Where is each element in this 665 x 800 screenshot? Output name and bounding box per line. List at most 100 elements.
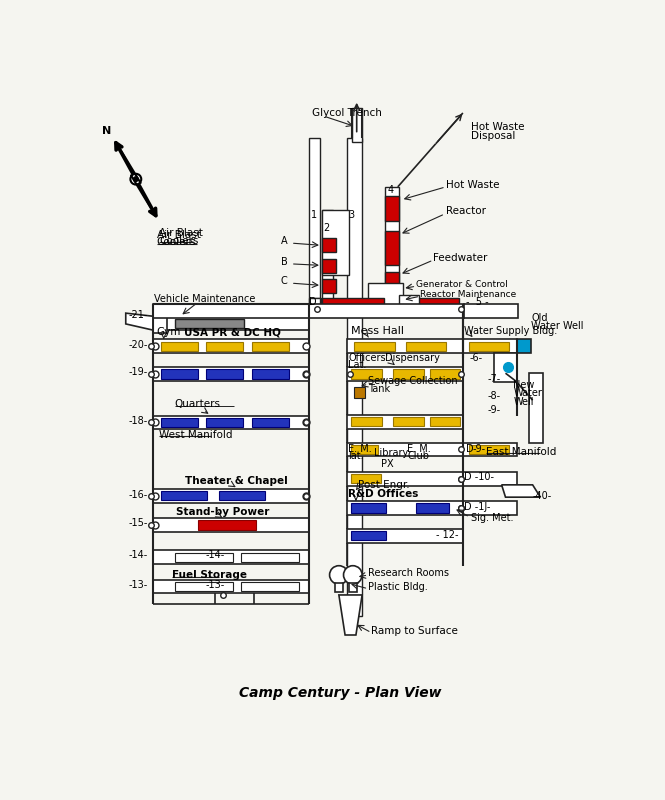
- Bar: [386, 271, 399, 296]
- Text: D -10-: D -10-: [464, 472, 494, 482]
- Bar: [463, 501, 517, 515]
- Bar: [430, 417, 460, 426]
- Text: Sewage Collection: Sewage Collection: [368, 376, 458, 386]
- Text: Mess Hall: Mess Hall: [351, 326, 404, 336]
- Bar: [517, 339, 531, 353]
- Text: Vehicle Maintenance: Vehicle Maintenance: [154, 294, 256, 303]
- Text: E. M.: E. M.: [348, 444, 372, 454]
- Bar: [322, 259, 336, 273]
- Text: -19-: -19-: [128, 367, 148, 378]
- Text: -20-: -20-: [128, 340, 148, 350]
- Text: Water Well: Water Well: [531, 322, 584, 331]
- Bar: [346, 472, 463, 486]
- Text: West Manifold: West Manifold: [159, 430, 233, 440]
- Circle shape: [344, 566, 362, 584]
- Text: Air Blast: Air Blast: [157, 230, 201, 240]
- Polygon shape: [126, 313, 153, 330]
- Text: -15-: -15-: [128, 518, 148, 528]
- Bar: [351, 531, 386, 540]
- Bar: [153, 415, 309, 430]
- Bar: [161, 491, 207, 500]
- Text: Hot Waste: Hot Waste: [471, 122, 524, 132]
- Bar: [351, 417, 382, 426]
- Bar: [494, 353, 517, 382]
- Bar: [393, 417, 424, 426]
- Bar: [153, 550, 309, 564]
- Text: Old: Old: [531, 313, 547, 322]
- Text: Disposal: Disposal: [471, 131, 515, 141]
- Text: Sig. Met.: Sig. Met.: [471, 513, 513, 523]
- Bar: [153, 316, 309, 330]
- Text: Coolers: Coolers: [157, 238, 196, 247]
- Bar: [322, 210, 349, 275]
- Bar: [351, 370, 382, 378]
- Bar: [346, 339, 463, 353]
- Bar: [368, 283, 403, 305]
- Bar: [416, 298, 459, 310]
- Text: PX: PX: [382, 459, 394, 469]
- Text: -9-: -9-: [487, 405, 501, 415]
- Bar: [346, 367, 463, 381]
- Text: -7-: -7-: [487, 374, 501, 384]
- Text: - 12-: - 12-: [436, 530, 458, 540]
- Text: R&D Offices: R&D Offices: [348, 489, 418, 499]
- Text: -40-: -40-: [533, 491, 552, 502]
- Text: -21-: -21-: [128, 310, 148, 321]
- Bar: [153, 518, 309, 532]
- Bar: [430, 370, 460, 378]
- Bar: [346, 442, 463, 456]
- Text: Ramp to Surface: Ramp to Surface: [372, 626, 458, 636]
- Bar: [463, 472, 517, 486]
- Bar: [351, 503, 386, 513]
- Bar: [241, 553, 299, 562]
- Text: Generator & Control: Generator & Control: [416, 280, 508, 289]
- Text: -  5 -: - 5 -: [466, 298, 489, 307]
- Bar: [312, 298, 321, 310]
- Text: -14-: -14-: [128, 550, 148, 560]
- Text: D: D: [309, 298, 317, 307]
- Text: 3: 3: [348, 210, 354, 220]
- Bar: [322, 210, 332, 310]
- Circle shape: [330, 566, 348, 584]
- Bar: [351, 445, 378, 454]
- Bar: [309, 298, 319, 310]
- Text: -13-: -13-: [205, 580, 225, 590]
- Text: Gym: Gym: [156, 327, 180, 338]
- Text: Plastic Bldg.: Plastic Bldg.: [368, 582, 428, 592]
- Text: -6-: -6-: [469, 353, 482, 363]
- Text: Camp Century - Plan View: Camp Century - Plan View: [239, 686, 442, 700]
- Bar: [406, 342, 446, 351]
- Bar: [354, 387, 365, 398]
- Bar: [309, 304, 464, 318]
- Text: N: N: [102, 126, 111, 137]
- Bar: [161, 342, 198, 351]
- Bar: [205, 342, 243, 351]
- Bar: [153, 489, 309, 502]
- Text: lat.: lat.: [348, 451, 364, 462]
- Bar: [153, 367, 309, 381]
- Text: -8-: -8-: [487, 391, 501, 402]
- Text: 4: 4: [388, 185, 394, 195]
- Bar: [252, 370, 289, 378]
- Text: New: New: [513, 380, 535, 390]
- Bar: [351, 474, 381, 483]
- Text: Lat.: Lat.: [348, 361, 366, 370]
- Text: D -1J-: D -1J-: [464, 502, 491, 512]
- Text: -14-: -14-: [205, 550, 225, 560]
- Text: C: C: [281, 276, 287, 286]
- Bar: [241, 582, 299, 591]
- Bar: [175, 553, 233, 562]
- Polygon shape: [339, 595, 362, 635]
- Bar: [322, 238, 336, 252]
- Text: -9-: -9-: [472, 444, 485, 454]
- Bar: [349, 582, 356, 592]
- Text: -16-: -16-: [128, 490, 148, 500]
- Text: -13-: -13-: [128, 580, 148, 590]
- Bar: [529, 373, 543, 442]
- Bar: [354, 342, 394, 351]
- Text: Water Supply Bldg.: Water Supply Bldg.: [464, 326, 558, 336]
- Text: Coolers: Coolers: [159, 236, 198, 246]
- Text: Theater & Chapel: Theater & Chapel: [186, 476, 288, 486]
- Text: Stand-by Power: Stand-by Power: [176, 507, 269, 517]
- Bar: [352, 107, 362, 142]
